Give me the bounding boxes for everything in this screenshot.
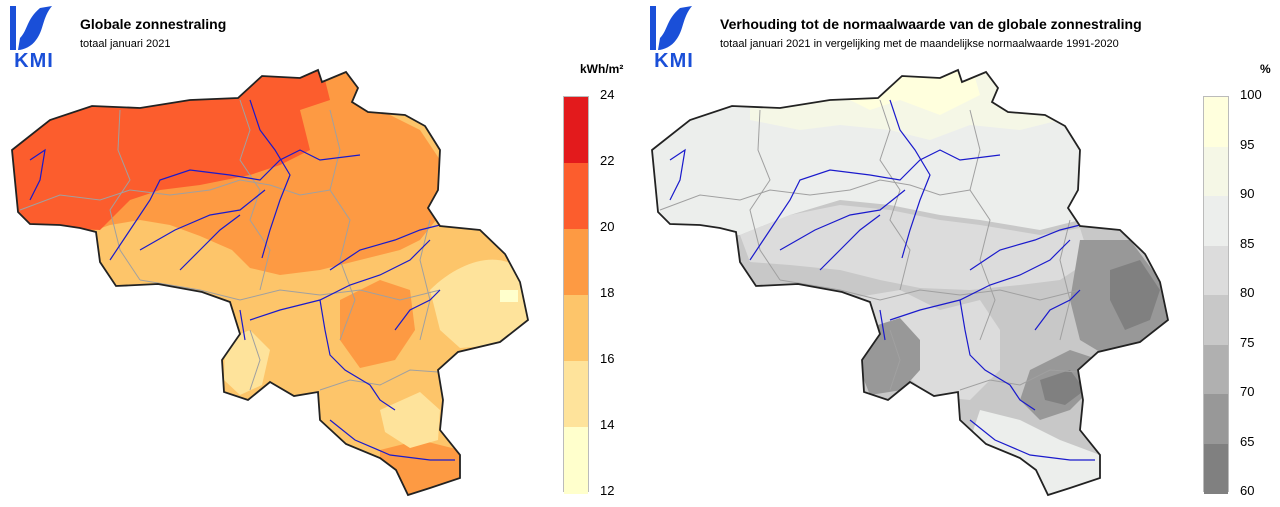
- legend-band: [564, 295, 588, 362]
- legend-unit: %: [1260, 62, 1271, 76]
- legend-tick-label: 14: [600, 417, 615, 432]
- legend-tick-label: 60: [1240, 483, 1255, 498]
- legend-tick-label: 20: [600, 219, 615, 234]
- kmi-logo: KMI: [646, 4, 700, 72]
- legend-band: [1204, 196, 1228, 246]
- color-legend: [1203, 96, 1229, 494]
- legend-unit: kWh/m²: [580, 62, 624, 76]
- kmi-logo: KMI: [6, 4, 60, 72]
- legend-band: [1204, 295, 1228, 345]
- legend-band: [564, 361, 588, 428]
- legend-band: [564, 97, 588, 164]
- legend-band: [1204, 344, 1228, 395]
- kmi-logo-icon: [10, 6, 52, 50]
- map-subtitle: totaal januari 2021: [80, 38, 171, 50]
- legend-band: [1204, 394, 1228, 444]
- map-title: Verhouding tot de normaalwaarde van de g…: [720, 16, 1142, 32]
- legend-tick-label: 65: [1240, 433, 1255, 449]
- legend-tick-label: 22: [600, 153, 615, 168]
- map-subtitle: totaal januari 2021 in vergelijking met …: [720, 38, 1119, 50]
- belgium-map: [11, 69, 529, 496]
- legend-tick-label: 18: [600, 285, 615, 300]
- legend-tick-label: 70: [1240, 384, 1255, 399]
- legend-tick-label: 90: [1240, 186, 1255, 201]
- kmi-logo-text: KMI: [14, 50, 54, 72]
- legend-band: [564, 163, 588, 230]
- legend-band: [564, 229, 588, 296]
- legend-tick-label: 100: [1240, 87, 1262, 102]
- legend-tick-label: 16: [600, 351, 615, 366]
- legend-tick-label: 12: [600, 483, 615, 498]
- legend-tick-label: 75: [1240, 334, 1255, 350]
- color-legend: [563, 96, 589, 494]
- legend-tick-label: 95: [1240, 136, 1255, 152]
- legend-tick-label: 85: [1240, 235, 1255, 251]
- legend-band: [1204, 146, 1228, 197]
- legend-band: [564, 427, 588, 494]
- legend-tick-label: 80: [1240, 285, 1255, 300]
- legend-band: [1204, 245, 1228, 296]
- kmi-logo-icon: [650, 6, 692, 50]
- legend-band: [1204, 97, 1228, 147]
- right-panel: KMI Verhouding tot de normaalwaarde van …: [640, 0, 1280, 507]
- left-panel: KMI Globale zonnestraling totaal januari…: [6, 4, 624, 498]
- belgium-ratio-map: [651, 69, 1169, 496]
- legend-tick-label: 24: [600, 87, 615, 102]
- map-title: Globale zonnestraling: [80, 16, 227, 32]
- legend-band: [1204, 443, 1228, 494]
- kmi-logo-text: KMI: [654, 50, 694, 72]
